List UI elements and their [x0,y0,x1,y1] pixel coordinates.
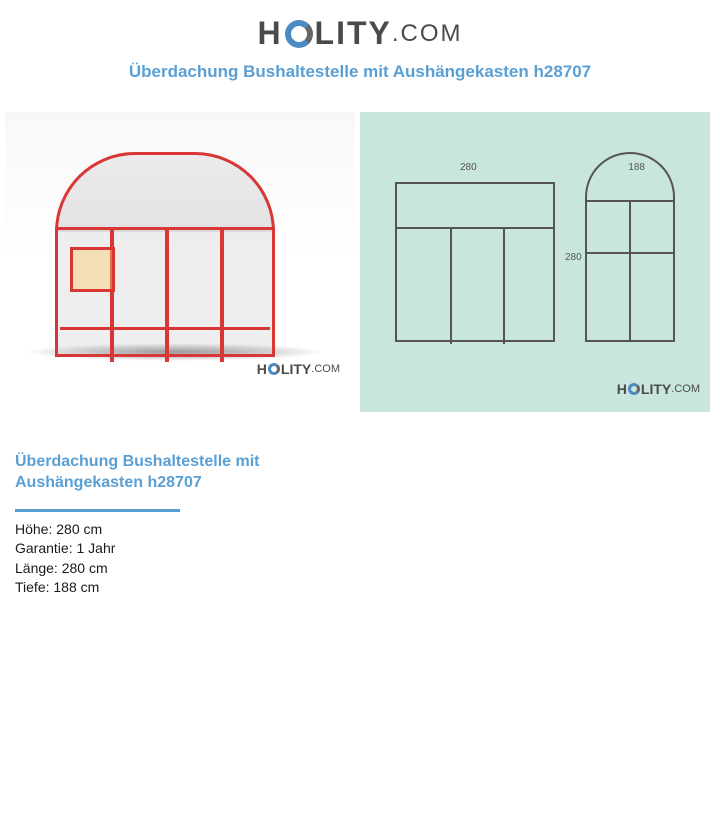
spec-warranty: Garantie: 1 Jahr [15,539,705,559]
brand-logo: H LITY .COM [0,0,720,62]
logo-text: H LITY .COM [257,15,462,52]
shelter-roof [55,152,275,232]
shelter-post [220,227,224,362]
logo-lity: LITY [315,15,392,52]
watermark-logo: H LITY .COM [257,361,340,377]
spec-value: 188 cm [53,579,99,595]
logo-com: .COM [311,363,340,375]
shelter-display-case [70,247,115,292]
front-view-divider [503,229,505,344]
dimension-width: 280 [460,162,477,173]
spec-label: Höhe: [15,521,52,537]
spec-length: Länge: 280 cm [15,559,705,579]
spec-depth: Tiefe: 188 cm [15,578,705,598]
front-view [395,182,555,342]
shelter-post [165,227,169,362]
technical-diagram: 280 188 280 H LITY .COM [360,112,710,412]
logo-lity: LITY [641,381,671,397]
front-view-top [397,184,553,229]
spec-label: Garantie: [15,540,73,556]
side-view [585,152,675,342]
logo-h: H [257,15,282,52]
diagram-container: 280 188 280 [390,142,680,352]
spec-value: 280 cm [62,560,108,576]
logo-o-icon [628,383,640,395]
side-view-roof [585,152,675,202]
spec-label: Länge: [15,560,58,576]
spec-value: 1 Jahr [76,540,115,556]
logo-lity: LITY [281,361,311,377]
logo-o-icon [285,20,313,48]
logo-h: H [257,361,267,377]
spec-height: Höhe: 280 cm [15,520,705,540]
dimension-height: 280 [565,252,582,263]
spec-value: 280 cm [56,521,102,537]
logo-o-icon [268,363,280,375]
product-images-row: H LITY .COM 280 188 280 H [0,112,720,412]
front-view-divider [450,229,452,344]
section-divider [15,509,180,512]
shelter-illustration [55,152,275,352]
page-title: Überdachung Bushaltestelle mit Aushängek… [0,62,720,82]
logo-h: H [617,381,627,397]
side-view-divider-v [629,200,631,342]
product-photo: H LITY .COM [5,112,355,412]
product-name: Überdachung Bushaltestelle mit Aushängek… [15,452,275,494]
logo-com: .COM [392,20,463,48]
spec-label: Tiefe: [15,579,50,595]
product-info-section: Überdachung Bushaltestelle mit Aushängek… [0,452,720,598]
watermark-logo: H LITY .COM [617,381,700,397]
logo-com: .COM [671,383,700,395]
shelter-bench [60,327,270,330]
